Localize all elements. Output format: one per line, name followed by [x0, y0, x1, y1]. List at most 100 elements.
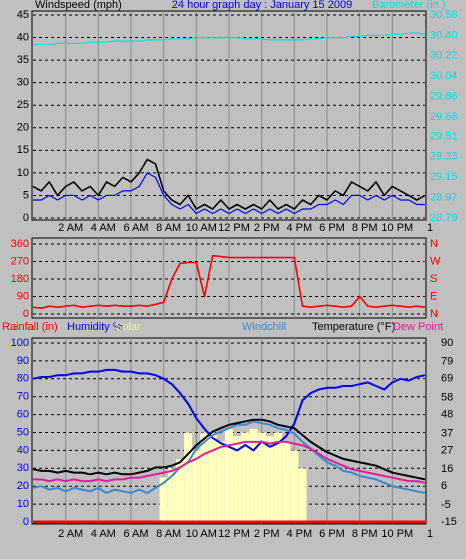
y-tick-label: 60: [17, 409, 29, 421]
y-tick-label: 360: [11, 238, 29, 250]
x-tick-label: 8 PM: [352, 528, 378, 540]
y-tick-label: 270: [11, 255, 29, 267]
series-line: [33, 172, 425, 215]
x-tick-label: 4 PM: [286, 222, 312, 234]
x-tick-label: 6 PM: [319, 222, 345, 234]
y2-tick-label: 28.79: [430, 212, 458, 224]
y2-tick-label: S: [430, 273, 437, 285]
y-tick-label: 80: [17, 373, 29, 385]
x-tick-label: 1: [427, 528, 433, 540]
y2-tick-label: 90: [441, 337, 453, 349]
y-tick-label: 10: [17, 498, 29, 510]
y2-tick-label: 6: [441, 480, 447, 492]
y2-tick-label: 30.22: [430, 50, 458, 62]
y2-tick-label: -5: [441, 499, 451, 511]
y-tick-label: 0: [23, 308, 29, 320]
legend-entry: Rainfall (in): [2, 321, 58, 333]
legend-entry: Windchill: [242, 321, 286, 333]
x-tick-label: 4 AM: [91, 528, 116, 540]
y2-tick-label: -15: [441, 516, 457, 528]
solar-bar: [257, 432, 266, 522]
y-tick-label: 20: [17, 122, 29, 134]
solar-bar: [290, 450, 299, 522]
x-tick-label: 12 PM: [218, 528, 250, 540]
y-tick-label: 45: [17, 9, 29, 21]
legend-entry: Dew Point: [393, 321, 443, 333]
y2-tick-label: 37: [441, 427, 453, 439]
y-tick-label: 100: [11, 337, 29, 349]
x-tick-label: 12 PM: [218, 222, 250, 234]
solar-bar: [282, 441, 291, 522]
x-tick-label: 2 PM: [254, 528, 280, 540]
legend-entry: Solar: [115, 321, 141, 333]
solar-bar: [159, 477, 168, 522]
solar-bar: [224, 428, 234, 522]
solar-bar: [216, 441, 225, 522]
y-tick-label: 5: [23, 189, 29, 201]
y2-tick-label: 48: [441, 409, 453, 421]
y-tick-label: 0: [23, 212, 29, 224]
y-axis-label: Windspeed (mph): [35, 0, 122, 11]
y2-tick-label: E: [430, 290, 437, 302]
y2-tick-label: 28.97: [430, 191, 458, 203]
y-tick-label: 15: [17, 144, 29, 156]
y2-tick-label: 27: [441, 444, 453, 456]
series-line: [32, 420, 426, 494]
solar-bar: [233, 436, 242, 522]
solar-bar: [167, 468, 176, 522]
x-tick-label: 8 AM: [156, 222, 181, 234]
series-line: [33, 440, 426, 484]
x-tick-label: 10 PM: [381, 528, 413, 540]
y2-tick-label: 79: [441, 356, 453, 368]
y-tick-label: 90: [17, 290, 29, 302]
x-tick-label: 2 AM: [58, 222, 83, 234]
series-line: [32, 368, 426, 452]
y2-tick-label: 58: [441, 391, 453, 403]
y-tick-label: 10: [17, 167, 29, 179]
y-tick-label: 35: [17, 54, 29, 66]
x-tick-label: 10 AM: [186, 528, 217, 540]
x-tick-label: 4 PM: [286, 528, 312, 540]
y-tick-label: 20: [17, 480, 29, 492]
solar-bar: [200, 432, 209, 522]
chart-title: 24 hour graph day : January 15 2009: [172, 0, 352, 11]
solar-bar: [273, 432, 283, 522]
x-tick-label: 10 PM: [381, 222, 413, 234]
y-tick-label: 25: [17, 99, 29, 111]
solar-bar: [241, 432, 250, 522]
series-line: [32, 418, 426, 481]
y-tick-label: 50: [17, 426, 29, 438]
x-tick-label: 10 AM: [186, 222, 217, 234]
y-tick-label: 30: [17, 77, 29, 89]
y2-tick-label: 30.58: [430, 9, 458, 21]
solar-bar: [298, 468, 307, 522]
x-tick-label: 2 PM: [254, 222, 280, 234]
solar-bar: [249, 428, 258, 522]
y2-tick-label: 69: [441, 373, 453, 385]
y-tick-label: 180: [11, 273, 29, 285]
solar-bar: [175, 459, 185, 522]
series-line: [32, 254, 426, 309]
x-tick-label: 8 AM: [156, 528, 181, 540]
y-tick-label: 40: [17, 444, 29, 456]
x-tick-label: 2 AM: [58, 528, 83, 540]
y2-tick-label: 29.51: [430, 130, 458, 142]
series-line: [33, 32, 426, 46]
legend-entry: Humidity %: [67, 321, 123, 333]
solar-bar: [208, 432, 217, 522]
y2-tick-label: 29.33: [430, 151, 458, 163]
y2-tick-label: 29.86: [430, 91, 458, 103]
x-tick-label: 6 PM: [319, 528, 345, 540]
y2-tick-label: 30.40: [430, 29, 458, 41]
y2-tick-label: 29.15: [430, 171, 458, 183]
y2-tick-label: 29.68: [430, 111, 458, 123]
y-tick-label: 90: [17, 355, 29, 367]
y-tick-label: 70: [17, 391, 29, 403]
legend-entry: Temperature (°F): [312, 321, 395, 333]
y2-tick-label: 16: [441, 463, 453, 475]
y2-tick-label: W: [430, 255, 441, 267]
y2-tick-label: N: [430, 238, 438, 250]
y2-tick-label: 30.04: [430, 70, 458, 82]
